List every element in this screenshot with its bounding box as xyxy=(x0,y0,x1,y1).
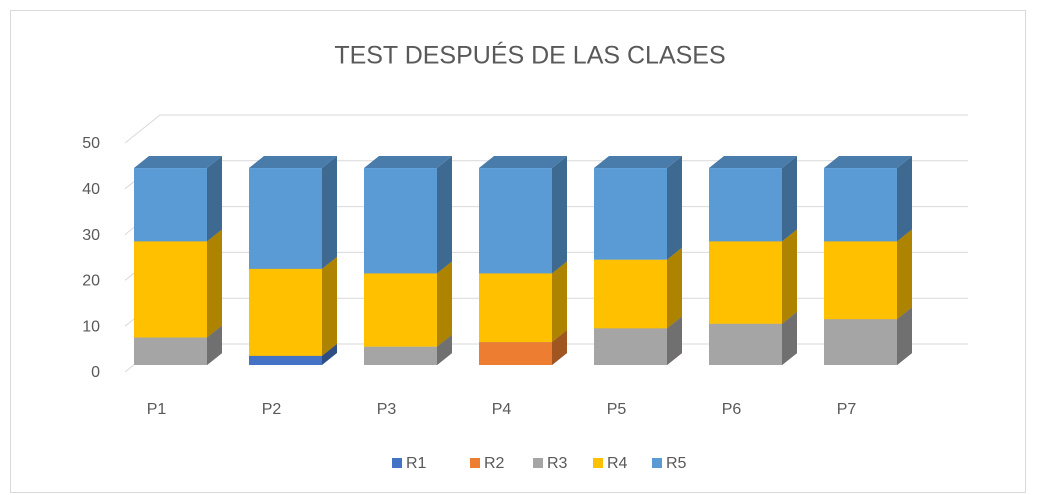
bar-side xyxy=(207,156,222,242)
bar-side xyxy=(897,307,912,365)
legend-label: R4 xyxy=(607,455,628,472)
bar-front xyxy=(249,168,322,269)
bar-side xyxy=(897,156,912,242)
bar xyxy=(824,156,912,242)
bar-front xyxy=(709,168,782,242)
bar-front xyxy=(249,268,322,356)
bar xyxy=(479,261,567,343)
bar-side xyxy=(552,261,567,343)
x-tick-label: P5 xyxy=(607,401,627,418)
legend-label: R5 xyxy=(666,455,687,472)
bar-side xyxy=(437,334,452,365)
y-tick-label: 30 xyxy=(82,227,100,244)
legend-swatch xyxy=(652,458,662,468)
bar-top xyxy=(134,156,222,169)
bar-top xyxy=(594,156,682,169)
bar-front xyxy=(364,273,437,347)
legend-swatch xyxy=(392,458,402,468)
bar-top xyxy=(824,156,912,169)
bar-front xyxy=(479,168,552,274)
legend-swatch xyxy=(593,458,603,468)
bar-side xyxy=(667,316,682,365)
y-tick-label: 40 xyxy=(82,181,100,198)
bar-front xyxy=(479,342,552,365)
bar-front xyxy=(594,259,667,329)
bar-side xyxy=(437,261,452,347)
bar-front xyxy=(824,168,897,242)
bar-front xyxy=(709,241,782,324)
bar-side xyxy=(437,156,452,274)
bar-side xyxy=(552,156,567,274)
bar-front xyxy=(249,355,322,365)
bar-side xyxy=(207,325,222,365)
bar-front xyxy=(364,168,437,274)
bar xyxy=(709,156,797,242)
bar-top xyxy=(364,156,452,169)
bar-front xyxy=(134,241,207,338)
legend-swatch xyxy=(533,458,543,468)
bar xyxy=(594,247,682,329)
chart-title: TEST DESPUÉS DE LAS CLASES xyxy=(334,41,725,70)
bar-front xyxy=(594,168,667,260)
bar-side xyxy=(322,343,337,365)
bar-side xyxy=(782,229,797,324)
bar-top xyxy=(479,156,567,169)
bar-side xyxy=(667,156,682,260)
bar xyxy=(594,156,682,260)
bar xyxy=(249,156,337,269)
grid-line xyxy=(124,114,968,144)
x-tick-label: P2 xyxy=(262,401,282,418)
bar-side xyxy=(552,330,567,365)
bar-front xyxy=(709,323,782,365)
bar-side xyxy=(667,247,682,329)
legend-label: R1 xyxy=(406,455,427,472)
legend-label: R2 xyxy=(484,455,505,472)
bar-front xyxy=(479,273,552,343)
bar-front xyxy=(824,319,897,365)
bar-side xyxy=(897,229,912,320)
bar-side xyxy=(782,156,797,242)
x-tick-label: P4 xyxy=(492,401,512,418)
bar-top xyxy=(709,156,797,169)
bar-front xyxy=(134,337,207,365)
bar xyxy=(364,156,452,274)
bar xyxy=(479,156,567,274)
bar-front xyxy=(364,346,437,365)
bar-side xyxy=(207,229,222,338)
x-tick-label: P3 xyxy=(377,401,397,418)
bar xyxy=(709,229,797,324)
bar xyxy=(249,256,337,356)
bar-side xyxy=(322,256,337,356)
bar xyxy=(824,229,912,320)
y-tick-label: 20 xyxy=(82,273,100,290)
y-tick-label: 10 xyxy=(82,318,100,335)
bar xyxy=(364,261,452,347)
bar-front xyxy=(824,241,897,320)
x-tick-label: P7 xyxy=(837,401,857,418)
bar-side xyxy=(782,311,797,365)
y-tick-label: 0 xyxy=(91,364,100,381)
legend-swatch xyxy=(470,458,480,468)
x-tick-label: P6 xyxy=(722,401,742,418)
bar-side xyxy=(322,156,337,269)
bar xyxy=(134,156,222,242)
x-tick-label: P1 xyxy=(147,401,167,418)
bar-top xyxy=(249,156,337,169)
y-tick-label: 50 xyxy=(82,135,100,152)
bar-front xyxy=(134,168,207,242)
bar xyxy=(134,229,222,338)
legend-label: R3 xyxy=(547,455,568,472)
bar-front xyxy=(594,328,667,365)
